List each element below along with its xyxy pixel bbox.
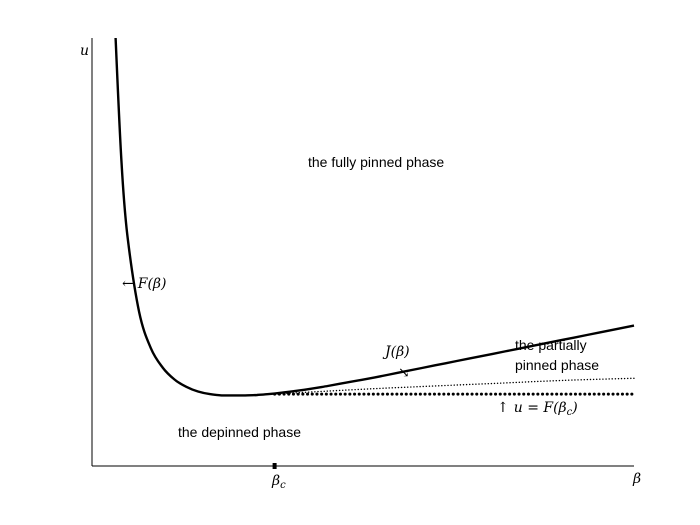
beta-c-tick-label: βc [271, 473, 286, 491]
beta-c-symbol: β [271, 473, 280, 489]
y-axis-label: u [80, 43, 89, 59]
depinned-phase-label: the depinned phase [178, 424, 301, 440]
j-beta-annotation: J(β) [382, 344, 410, 360]
down-right-arrow-icon: ↘ [398, 365, 410, 381]
up-arrow-icon: ↑ [497, 400, 509, 416]
u-line-subscript: c [567, 407, 573, 418]
left-arrow-icon: ← [122, 276, 134, 292]
u-line-close: ) [571, 400, 577, 416]
fully-pinned-phase-label: the fully pinned phase [308, 154, 444, 170]
u-line-text: u = F(β [514, 400, 567, 416]
f-beta-name: F(β) [137, 276, 167, 292]
partially-pinned-phase-label-line1: the partially [515, 337, 587, 353]
beta-c-subscript: c [280, 480, 286, 491]
series-f-beta [114, 37, 635, 397]
series-j-beta [273, 377, 635, 395]
x-axis-label: β [632, 471, 641, 487]
f-beta-annotation: ← F(β) [122, 276, 166, 292]
u-equals-f-beta-c-annotation: ↑ u = F(βc) [497, 400, 578, 418]
partially-pinned-phase-label-line2: pinned phase [515, 357, 599, 373]
